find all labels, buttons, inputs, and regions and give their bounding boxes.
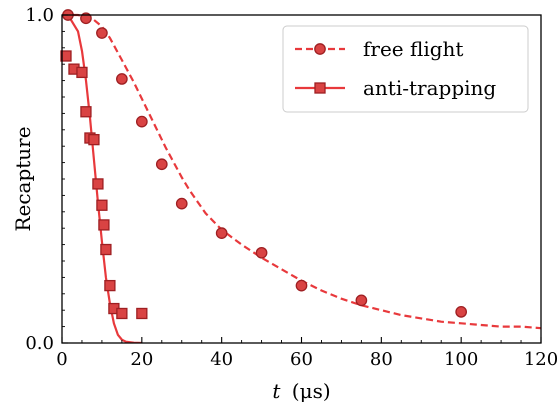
data-point-free-flight [355, 294, 368, 307]
legend: free flight anti-trapping [282, 25, 529, 113]
y-axis-title: Recapture [11, 126, 35, 231]
data-point-free-flight [96, 27, 108, 39]
y-tick-label: 0.0 [25, 333, 54, 354]
x-tick-label: 20 [130, 349, 153, 370]
x-axis-unit: (μs) [292, 379, 331, 403]
fit-line-anti-trapping [62, 13, 142, 343]
legend-label-anti-trapping: anti-trapping [363, 76, 496, 100]
data-point-free-flight [175, 197, 188, 210]
plot-area [60, 9, 541, 343]
x-tick-label: 80 [370, 349, 393, 370]
legend-marker-free-flight [314, 43, 326, 55]
legend-box [282, 25, 529, 113]
data-point-anti-trapping [136, 307, 148, 320]
data-point-anti-trapping [116, 307, 128, 320]
data-point-anti-trapping [76, 66, 88, 79]
data-point-free-flight [255, 246, 268, 259]
data-point-anti-trapping [104, 279, 116, 292]
x-axis: 0 20 40 60 80 100 120 [56, 337, 558, 370]
legend-label-free-flight: free flight [363, 37, 463, 61]
data-point-anti-trapping [96, 199, 108, 211]
data-point-free-flight [80, 12, 92, 25]
data-point-anti-trapping [100, 243, 112, 256]
data-point-anti-trapping [60, 50, 72, 62]
fit-line-free-flight [62, 13, 541, 330]
x-tick-label: 40 [210, 349, 233, 370]
y-tick-label: 1.0 [25, 5, 54, 26]
data-point-anti-trapping [80, 106, 92, 118]
data-point-free-flight [215, 227, 228, 239]
data-point-free-flight [295, 279, 308, 292]
plot-frame [61, 14, 542, 344]
data-point-anti-trapping [98, 219, 110, 231]
data-point-free-flight [155, 158, 168, 171]
x-axis-variable: t [272, 379, 281, 403]
x-axis-title: t (μs) [272, 379, 330, 403]
x-tick-label: 100 [444, 349, 478, 370]
data-point-anti-trapping [88, 133, 100, 146]
data-point-anti-trapping [92, 178, 104, 190]
data-point-free-flight [135, 115, 148, 128]
data-point-free-flight [116, 73, 128, 85]
data-markers [60, 9, 468, 320]
data-point-free-flight [455, 305, 468, 318]
x-tick-label: 120 [524, 349, 558, 370]
x-tick-label: 0 [56, 349, 67, 370]
x-tick-label: 60 [290, 349, 313, 370]
legend-marker-anti-trapping [314, 82, 326, 94]
fit-lines [62, 13, 541, 343]
